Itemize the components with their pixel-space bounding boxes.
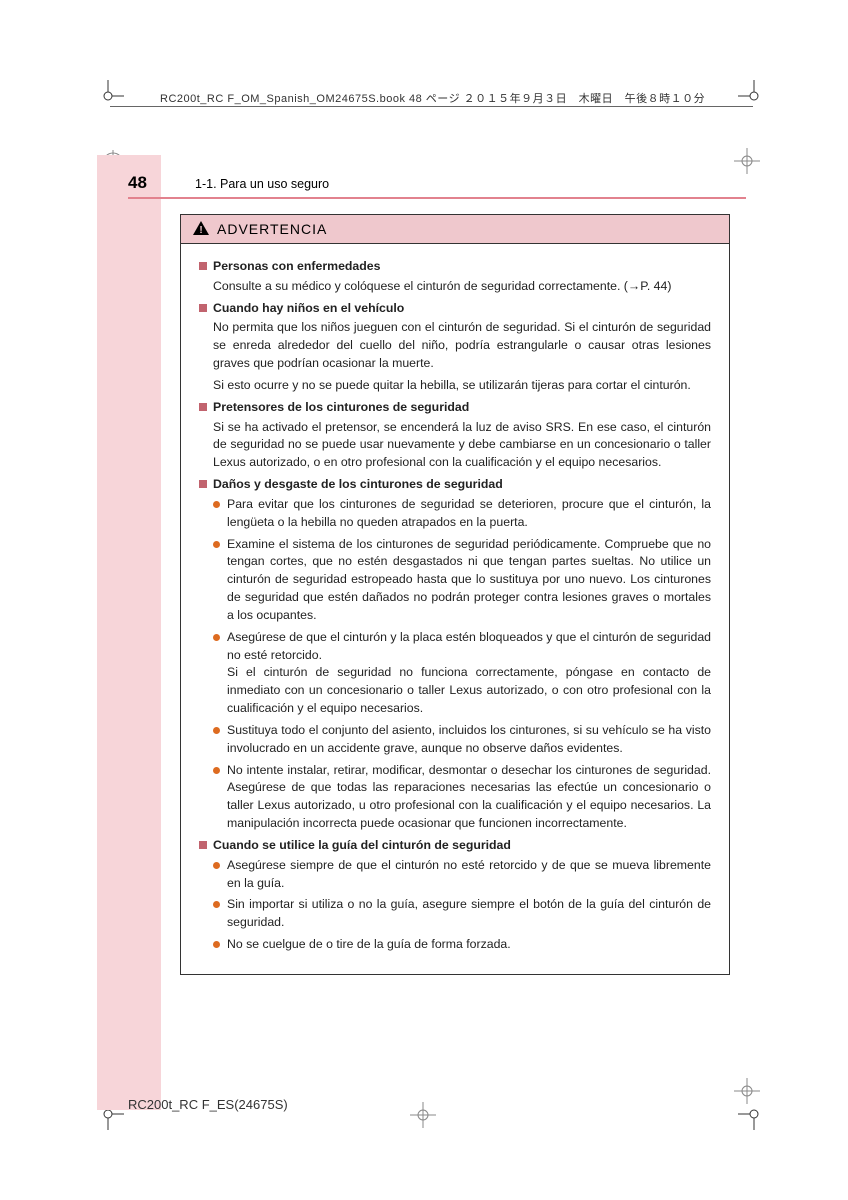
warning-header: ! ADVERTENCIA <box>181 215 729 244</box>
warning-bullet: No intente instalar, retirar, modificar,… <box>227 762 711 833</box>
warning-title: ADVERTENCIA <box>217 221 327 237</box>
reg-target-tr <box>734 148 760 174</box>
warning-paragraph: No permita que los niños jueguen con el … <box>213 319 711 372</box>
warning-body: Personas con enfermedades Consulte a su m… <box>181 244 729 974</box>
warning-bullet: Para evitar que los cinturones de seguri… <box>227 496 711 532</box>
warning-bullet: Examine el sistema de los cinturones de … <box>227 536 711 625</box>
warning-heading: Cuando se utilice la guía del cinturón d… <box>199 837 711 855</box>
reg-target-br <box>734 1078 760 1104</box>
svg-text:!: ! <box>199 225 202 235</box>
warning-paragraph: Si se ha activado el pretensor, se encen… <box>213 419 711 472</box>
warning-heading: Pretensores de los cinturones de segurid… <box>199 399 711 417</box>
page-number: 48 <box>128 173 147 193</box>
warning-icon: ! <box>193 221 209 237</box>
section-title: 1-1. Para un uso seguro <box>195 177 329 191</box>
warning-paragraph: Consulte a su médico y colóquese el cint… <box>213 278 711 296</box>
warning-bullet: No se cuelgue de o tire de la guía de fo… <box>227 936 711 954</box>
warning-bullet: Asegúrese siempre de que el cinturón no … <box>227 857 711 893</box>
warning-box: ! ADVERTENCIA Personas con enfermedades C… <box>180 214 730 975</box>
warning-bullet: Asegúrese de que el cinturón y la placa … <box>227 629 711 718</box>
warning-heading: Personas con enfermedades <box>199 258 711 276</box>
page: RC200t_RC F_OM_Spanish_OM24675S.book 48 … <box>0 0 848 1200</box>
warning-paragraph: Si esto ocurre y no se puede quitar la h… <box>213 377 711 395</box>
warning-bullet: Sustituya todo el conjunto del asiento, … <box>227 722 711 758</box>
warning-heading: Cuando hay niños en el vehículo <box>199 300 711 318</box>
reg-target-bc <box>410 1102 436 1128</box>
section-rule <box>128 197 746 199</box>
warning-heading: Daños y desgaste de los cinturones de se… <box>199 476 711 494</box>
footer-text: RC200t_RC F_ES(24675S) <box>128 1097 288 1112</box>
header-meta: RC200t_RC F_OM_Spanish_OM24675S.book 48 … <box>160 90 705 106</box>
header-rule <box>110 106 753 108</box>
warning-bullet: Sin importar si utiliza o no la guía, as… <box>227 896 711 932</box>
pink-sidebar <box>97 155 161 1110</box>
